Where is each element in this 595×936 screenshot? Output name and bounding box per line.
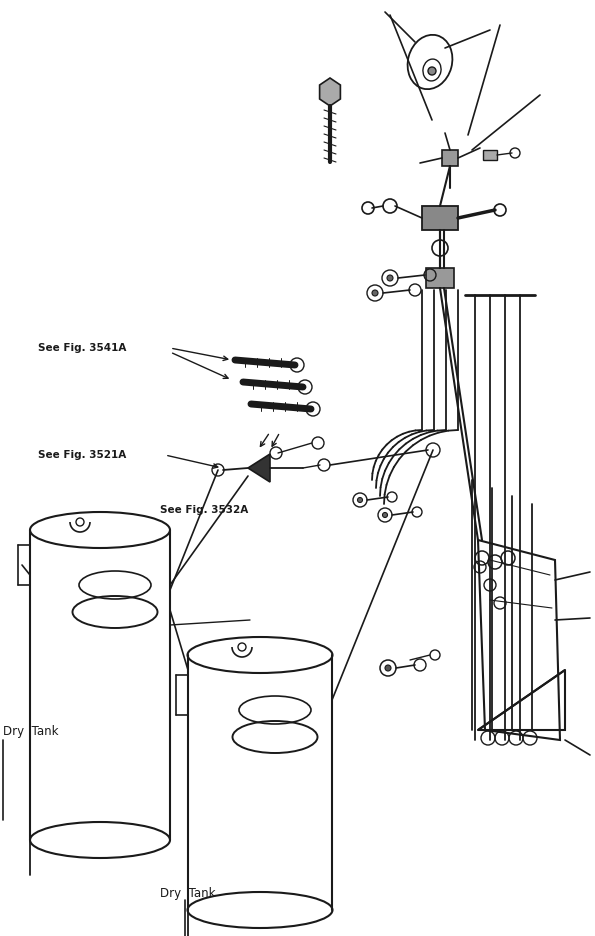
Circle shape [358,498,362,503]
Text: Dry  Tank: Dry Tank [3,724,58,738]
Polygon shape [320,78,340,106]
Circle shape [385,665,391,671]
Polygon shape [483,150,497,160]
Polygon shape [422,206,458,230]
Circle shape [428,67,436,75]
Circle shape [387,275,393,281]
Text: Dry  Tank: Dry Tank [160,886,215,899]
Circle shape [372,290,378,296]
Text: See Fig. 3532A: See Fig. 3532A [160,505,248,515]
Polygon shape [442,150,458,166]
Text: See Fig. 3541A: See Fig. 3541A [38,343,126,353]
Polygon shape [426,268,454,288]
Text: See Fig. 3521A: See Fig. 3521A [38,450,126,460]
Circle shape [383,513,387,518]
Polygon shape [248,454,270,482]
